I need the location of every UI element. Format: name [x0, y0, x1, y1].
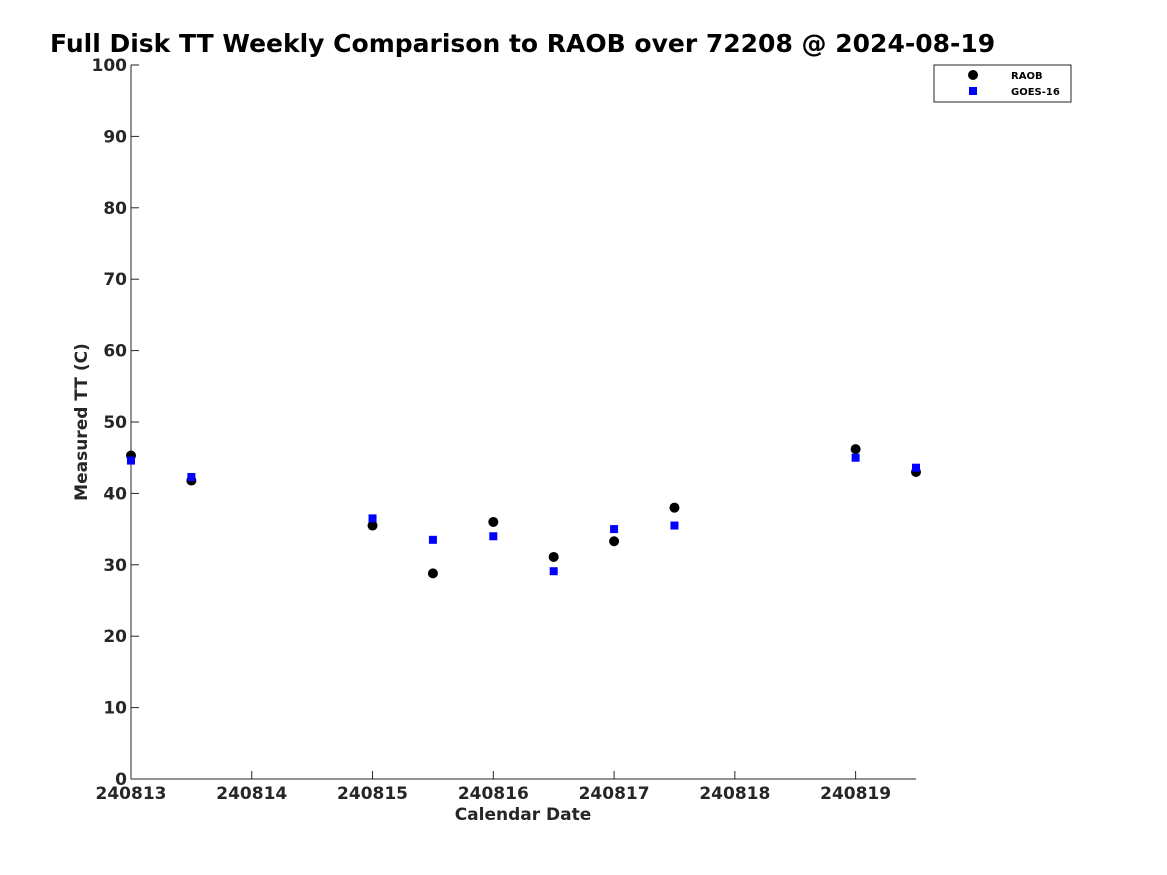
x-tick-label: 240814 — [216, 784, 287, 804]
data-point — [428, 535, 437, 544]
y-tick-label: 50 — [103, 413, 127, 433]
series-goes-16 — [127, 453, 920, 576]
data-point — [670, 521, 679, 530]
legend-label: RAOB — [1011, 71, 1043, 82]
legend: RAOB GOES-16 — [933, 64, 1072, 103]
data-point — [609, 536, 620, 547]
y-tick-label: 20 — [103, 627, 127, 647]
y-tick-label: 80 — [103, 199, 127, 219]
x-tick-label: 240817 — [579, 784, 650, 804]
y-tick-label: 60 — [103, 342, 127, 362]
x-tick-label: 240818 — [699, 784, 770, 804]
data-point — [187, 472, 196, 481]
y-axis-label: Measured TT (C) — [72, 343, 92, 501]
x-axis-label: Calendar Date — [455, 805, 592, 825]
data-point — [851, 453, 860, 462]
y-tick-label: 30 — [103, 556, 127, 576]
y-tick-label: 10 — [103, 699, 127, 719]
x-tick-label: 240816 — [458, 784, 529, 804]
legend-box — [933, 64, 1072, 103]
y-tick-label: 70 — [103, 270, 127, 290]
data-point — [488, 516, 499, 527]
data-point — [489, 532, 498, 541]
data-point — [669, 502, 680, 513]
y-tick-label: 90 — [103, 127, 127, 147]
data-point — [850, 444, 861, 455]
data-point — [912, 463, 920, 472]
data-point — [367, 520, 378, 531]
y-tick-label: 40 — [103, 484, 127, 504]
y-tick-label: 0 — [115, 770, 127, 790]
data-point — [610, 525, 619, 534]
series-raob — [126, 444, 921, 579]
axes: 0 10 20 30 40 50 60 70 80 90 100 240813 240814 240815… — [92, 56, 916, 804]
x-tick-label: 240813 — [96, 784, 167, 804]
data-point — [368, 514, 377, 523]
y-tick-label: 100 — [92, 56, 128, 76]
legend-marker — [968, 70, 978, 80]
x-tick-label: 240815 — [337, 784, 408, 804]
chart-title: Full Disk TT Weekly Comparison to RAOB o… — [50, 29, 995, 58]
legend-marker — [969, 87, 977, 95]
data-point — [127, 456, 135, 465]
data-point — [548, 551, 559, 562]
plot-area — [126, 444, 921, 579]
legend-label: GOES-16 — [1011, 87, 1060, 98]
data-point — [427, 568, 438, 579]
x-tick-label: 240819 — [820, 784, 891, 804]
data-point — [549, 567, 558, 576]
